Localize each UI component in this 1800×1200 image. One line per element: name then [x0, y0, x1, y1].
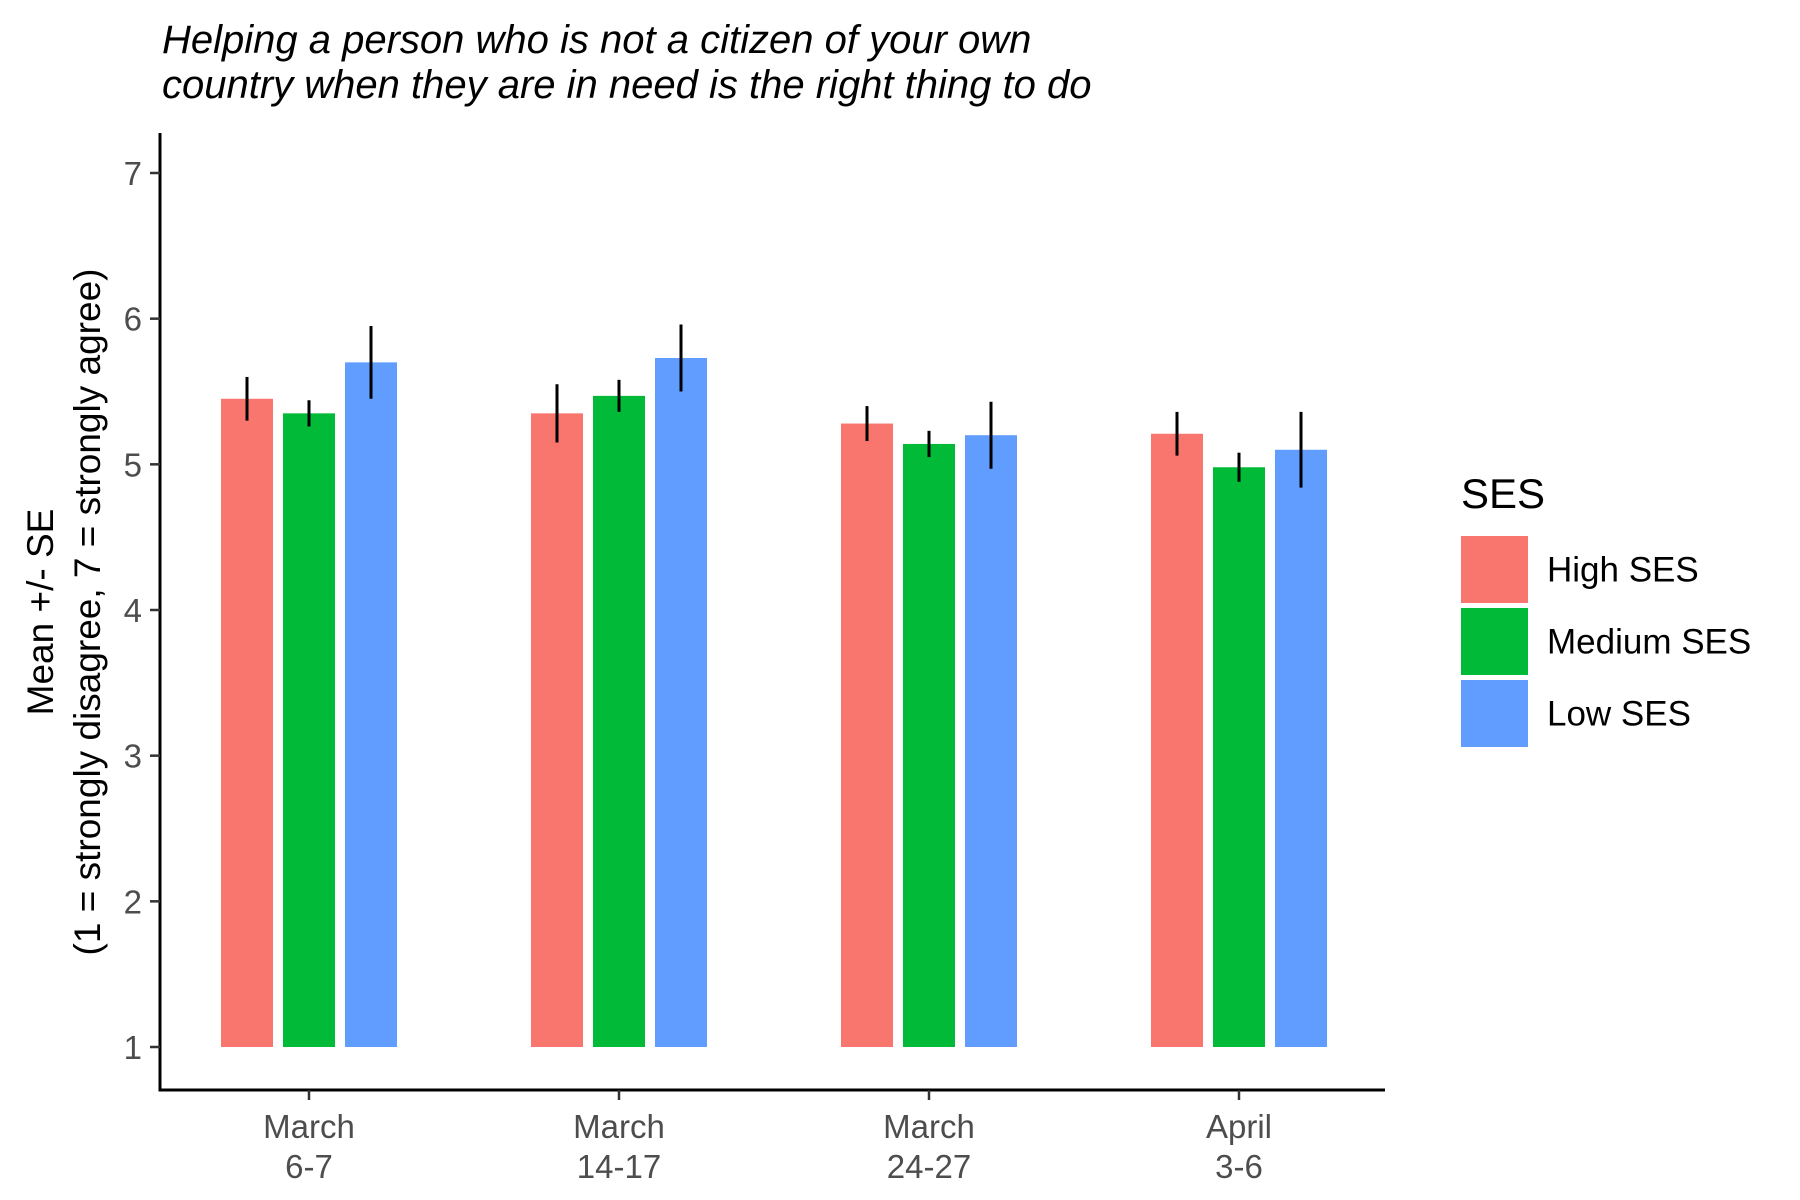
- y-tick-label-0: 1: [124, 1029, 142, 1066]
- x-tick-label-0-1: 6-7: [285, 1148, 333, 1185]
- bar-0-1: [531, 413, 583, 1048]
- y-tick-label-4: 5: [124, 446, 142, 483]
- y-tick-label-2: 3: [124, 738, 142, 775]
- bar-1-2: [903, 443, 955, 1047]
- y-tick-label-3: 4: [124, 592, 142, 629]
- bar-2-2: [965, 435, 1017, 1047]
- x-tick-label-1-0: March: [573, 1108, 665, 1145]
- legend-label-0: High SES: [1547, 551, 1699, 590]
- y-tick-label-5: 6: [124, 301, 142, 338]
- bar-0-3: [1151, 433, 1203, 1047]
- bar-1-0: [283, 413, 335, 1048]
- chart-title-line-2: country when they are in need is the rig…: [162, 63, 1091, 107]
- legend-key-0: [1461, 536, 1528, 603]
- y-axis-label-line-1: Mean +/- SE: [20, 509, 61, 716]
- legend-title: SES: [1461, 470, 1545, 517]
- x-tick-label-3-0: April: [1206, 1108, 1272, 1145]
- y-axis: 1 2 3 4 5 6 7: [124, 133, 162, 1092]
- bar-0-0: [221, 398, 273, 1047]
- y-axis-label-line-2: (1 = strongly disagree, 7 = strongly agr…: [67, 269, 108, 956]
- y-tick-label-1: 2: [124, 883, 142, 920]
- legend-label-2: Low SES: [1547, 695, 1691, 734]
- bar-2-1: [655, 357, 707, 1047]
- x-tick-label-0-0: March: [263, 1108, 355, 1145]
- bar-2-0: [345, 362, 397, 1047]
- chart-title: Helping a person who is not a citizen of…: [162, 18, 1091, 107]
- bar-0-2: [841, 423, 893, 1048]
- bar-1-3: [1213, 467, 1265, 1047]
- y-axis-label: Mean +/- SE (1 = strongly disagree, 7 = …: [20, 269, 108, 956]
- x-tick-label-1-1: 14-17: [577, 1148, 661, 1185]
- legend-label-1: Medium SES: [1547, 623, 1751, 662]
- x-tick-label-2-0: March: [883, 1108, 975, 1145]
- legend-items: High SES Medium SES Low SES: [1461, 536, 1751, 747]
- legend-key-2: [1461, 680, 1528, 747]
- legend: SES High SES Medium SES Low SES: [1461, 470, 1751, 747]
- x-tick-label-2-1: 24-27: [887, 1148, 971, 1185]
- x-tick-label-3-1: 3-6: [1215, 1148, 1263, 1185]
- plot-area: [221, 324, 1327, 1048]
- bar-1-1: [593, 395, 645, 1047]
- chart-title-line-1: Helping a person who is not a citizen of…: [162, 18, 1031, 62]
- legend-key-1: [1461, 608, 1528, 675]
- bar-2-3: [1275, 449, 1327, 1047]
- y-tick-label-6: 7: [124, 155, 142, 192]
